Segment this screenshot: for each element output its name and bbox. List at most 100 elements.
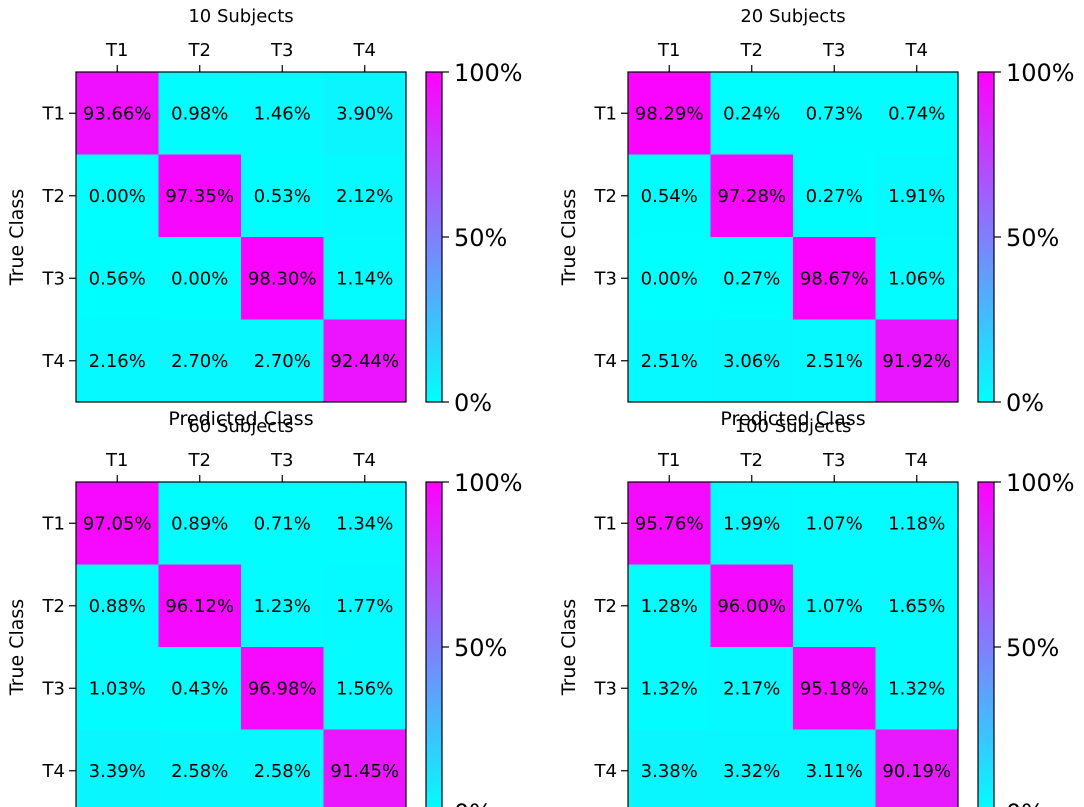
- cell-label-r4-c1: 2.16%: [89, 351, 146, 372]
- y-tick-label-2: T2: [594, 186, 617, 207]
- heatmap-cell-r4-c4: [875, 319, 959, 403]
- heatmap-frame: [75, 71, 407, 403]
- heatmap-cell-r4-c4: [875, 729, 959, 807]
- heatmap-cell-r4-c3: [793, 319, 876, 403]
- heatmap-cell-r2-c3: [241, 154, 324, 238]
- heatmap-cell-r3-c1: [628, 237, 711, 320]
- cell-label-r2-c1: 0.54%: [641, 186, 698, 207]
- colorbar: [425, 481, 443, 807]
- colorbar: [977, 481, 995, 807]
- heatmap-cell-r4-c1: [628, 729, 711, 807]
- colorbar-tick-label-1: 100%: [1006, 59, 1075, 87]
- cell-label-r2-c2: 97.28%: [717, 186, 786, 207]
- colorbar-tick-label-3: 0%: [1006, 389, 1044, 417]
- cell-label-r4-c4: 90.19%: [882, 761, 951, 782]
- heatmap-cell-r3-c1: [76, 237, 159, 320]
- heatmap-cell-r2-c2: [158, 564, 242, 648]
- heatmap-cell-r3-c1: [628, 647, 711, 730]
- cell-label-r1-c3: 1.46%: [254, 103, 311, 124]
- heatmap-cell-r1-c2: [710, 72, 794, 155]
- heatmap-cell-r1-c1: [76, 482, 159, 565]
- colorbar-tick-label-1: 100%: [454, 469, 523, 497]
- x-tick-label-3: T3: [822, 450, 845, 471]
- y-tick-label-2: T2: [594, 596, 617, 617]
- cell-label-r1-c2: 0.89%: [171, 513, 228, 534]
- cell-label-r2-c3: 0.53%: [254, 186, 311, 207]
- cell-label-r4-c4: 91.45%: [330, 761, 399, 782]
- cell-label-r3-c4: 1.06%: [888, 268, 945, 289]
- colorbar-tick-label-1: 100%: [1006, 469, 1075, 497]
- cell-label-r1-c4: 1.34%: [336, 513, 393, 534]
- cell-label-r2-c4: 2.12%: [336, 186, 393, 207]
- cell-label-r3-c1: 1.03%: [89, 678, 146, 699]
- heatmap-cell-r3-c4: [875, 237, 959, 320]
- heatmap-cell-r1-c1: [628, 72, 711, 155]
- heatmap-cell-r3-c1: [76, 647, 159, 730]
- x-tick-label-2: T2: [188, 450, 211, 471]
- cell-label-r4-c2: 2.70%: [171, 351, 228, 372]
- y-axis-label: True Class: [558, 599, 580, 696]
- heatmap-cell-r2-c3: [793, 564, 876, 648]
- heatmap-cell-r1-c4: [875, 72, 959, 155]
- heatmap-cell-r1-c1: [76, 72, 159, 155]
- x-tick-label-4: T4: [905, 40, 928, 61]
- x-tick-label-3: T3: [270, 40, 293, 61]
- cell-label-r1-c2: 0.98%: [171, 103, 228, 124]
- cell-label-r2-c2: 96.00%: [717, 596, 786, 617]
- heatmap-cell-r2-c1: [76, 564, 159, 648]
- cell-label-r4-c2: 2.58%: [171, 761, 228, 782]
- x-tick-label-1: T1: [105, 450, 128, 471]
- heatmap-cell-r3-c2: [710, 237, 794, 320]
- heatmap-cell-r3-c4: [875, 647, 959, 730]
- heatmap-cell-r1-c3: [241, 482, 324, 565]
- cell-label-r1-c4: 1.18%: [888, 513, 945, 534]
- cell-label-r3-c1: 0.56%: [89, 268, 146, 289]
- cell-label-r4-c3: 2.58%: [254, 761, 311, 782]
- cell-label-r1-c1: 98.29%: [635, 103, 704, 124]
- cell-label-r2-c3: 1.23%: [254, 596, 311, 617]
- heatmap-cell-r4-c2: [158, 729, 242, 807]
- heatmap-cell-r4-c2: [158, 319, 242, 403]
- heatmap-cell-r2-c2: [710, 564, 794, 648]
- panel-4: 100 Subjects 95.76% 1.99% 1.07% 1.18% 1.28% 96…: [558, 416, 1075, 807]
- cell-label-r2-c4: 1.91%: [888, 186, 945, 207]
- heatmap-cell-r4-c4: [323, 729, 407, 807]
- y-axis-label: True Class: [6, 189, 28, 286]
- x-tick-label-2: T2: [740, 450, 763, 471]
- cell-label-r4-c1: 3.38%: [641, 761, 698, 782]
- panel-title: 60 Subjects: [188, 416, 293, 437]
- panel-1: 10 Subjects 93.66% 0.98% 1.46% 3.90% 0.00% 97.…: [6, 6, 523, 430]
- y-tick-label-1: T1: [594, 103, 617, 124]
- y-tick-label-3: T3: [594, 678, 617, 699]
- cell-label-r3-c1: 0.00%: [641, 268, 698, 289]
- colorbar-tick-label-1: 100%: [454, 59, 523, 87]
- x-tick-label-1: T1: [657, 450, 680, 471]
- cell-label-r3-c2: 0.27%: [723, 268, 780, 289]
- heatmap-cell-r4-c1: [76, 729, 159, 807]
- y-tick-label-3: T3: [42, 268, 65, 289]
- y-tick-label-4: T4: [42, 761, 65, 782]
- heatmap-cell-r2-c3: [793, 154, 876, 238]
- heatmap-cell-r1-c2: [710, 482, 794, 565]
- cell-label-r3-c2: 0.43%: [171, 678, 228, 699]
- heatmap-cell-r3-c4: [323, 237, 407, 320]
- heatmap-cell-r2-c4: [875, 154, 959, 238]
- cell-label-r2-c4: 1.65%: [888, 596, 945, 617]
- heatmap-cell-r4-c2: [710, 729, 794, 807]
- x-axis-label: Predicted Class: [168, 408, 313, 430]
- cell-label-r2-c4: 1.77%: [336, 596, 393, 617]
- colorbar-tick-label-2: 50%: [454, 634, 507, 662]
- colorbar-tick-label-2: 50%: [454, 224, 507, 252]
- x-tick-label-2: T2: [188, 40, 211, 61]
- heatmap-cell-r4-c2: [710, 319, 794, 403]
- y-tick-label-1: T1: [42, 513, 65, 534]
- cell-label-r4-c1: 2.51%: [641, 351, 698, 372]
- heatmap-cell-r2-c3: [241, 564, 324, 648]
- x-tick-label-2: T2: [740, 40, 763, 61]
- panel-3: 60 Subjects 97.05% 0.89% 0.71% 1.34% 0.88% 96.…: [6, 416, 523, 807]
- cell-label-r2-c2: 97.35%: [165, 186, 234, 207]
- heatmap-cell-r4-c3: [241, 729, 324, 807]
- heatmap-cell-r2-c2: [710, 154, 794, 238]
- x-tick-label-1: T1: [105, 40, 128, 61]
